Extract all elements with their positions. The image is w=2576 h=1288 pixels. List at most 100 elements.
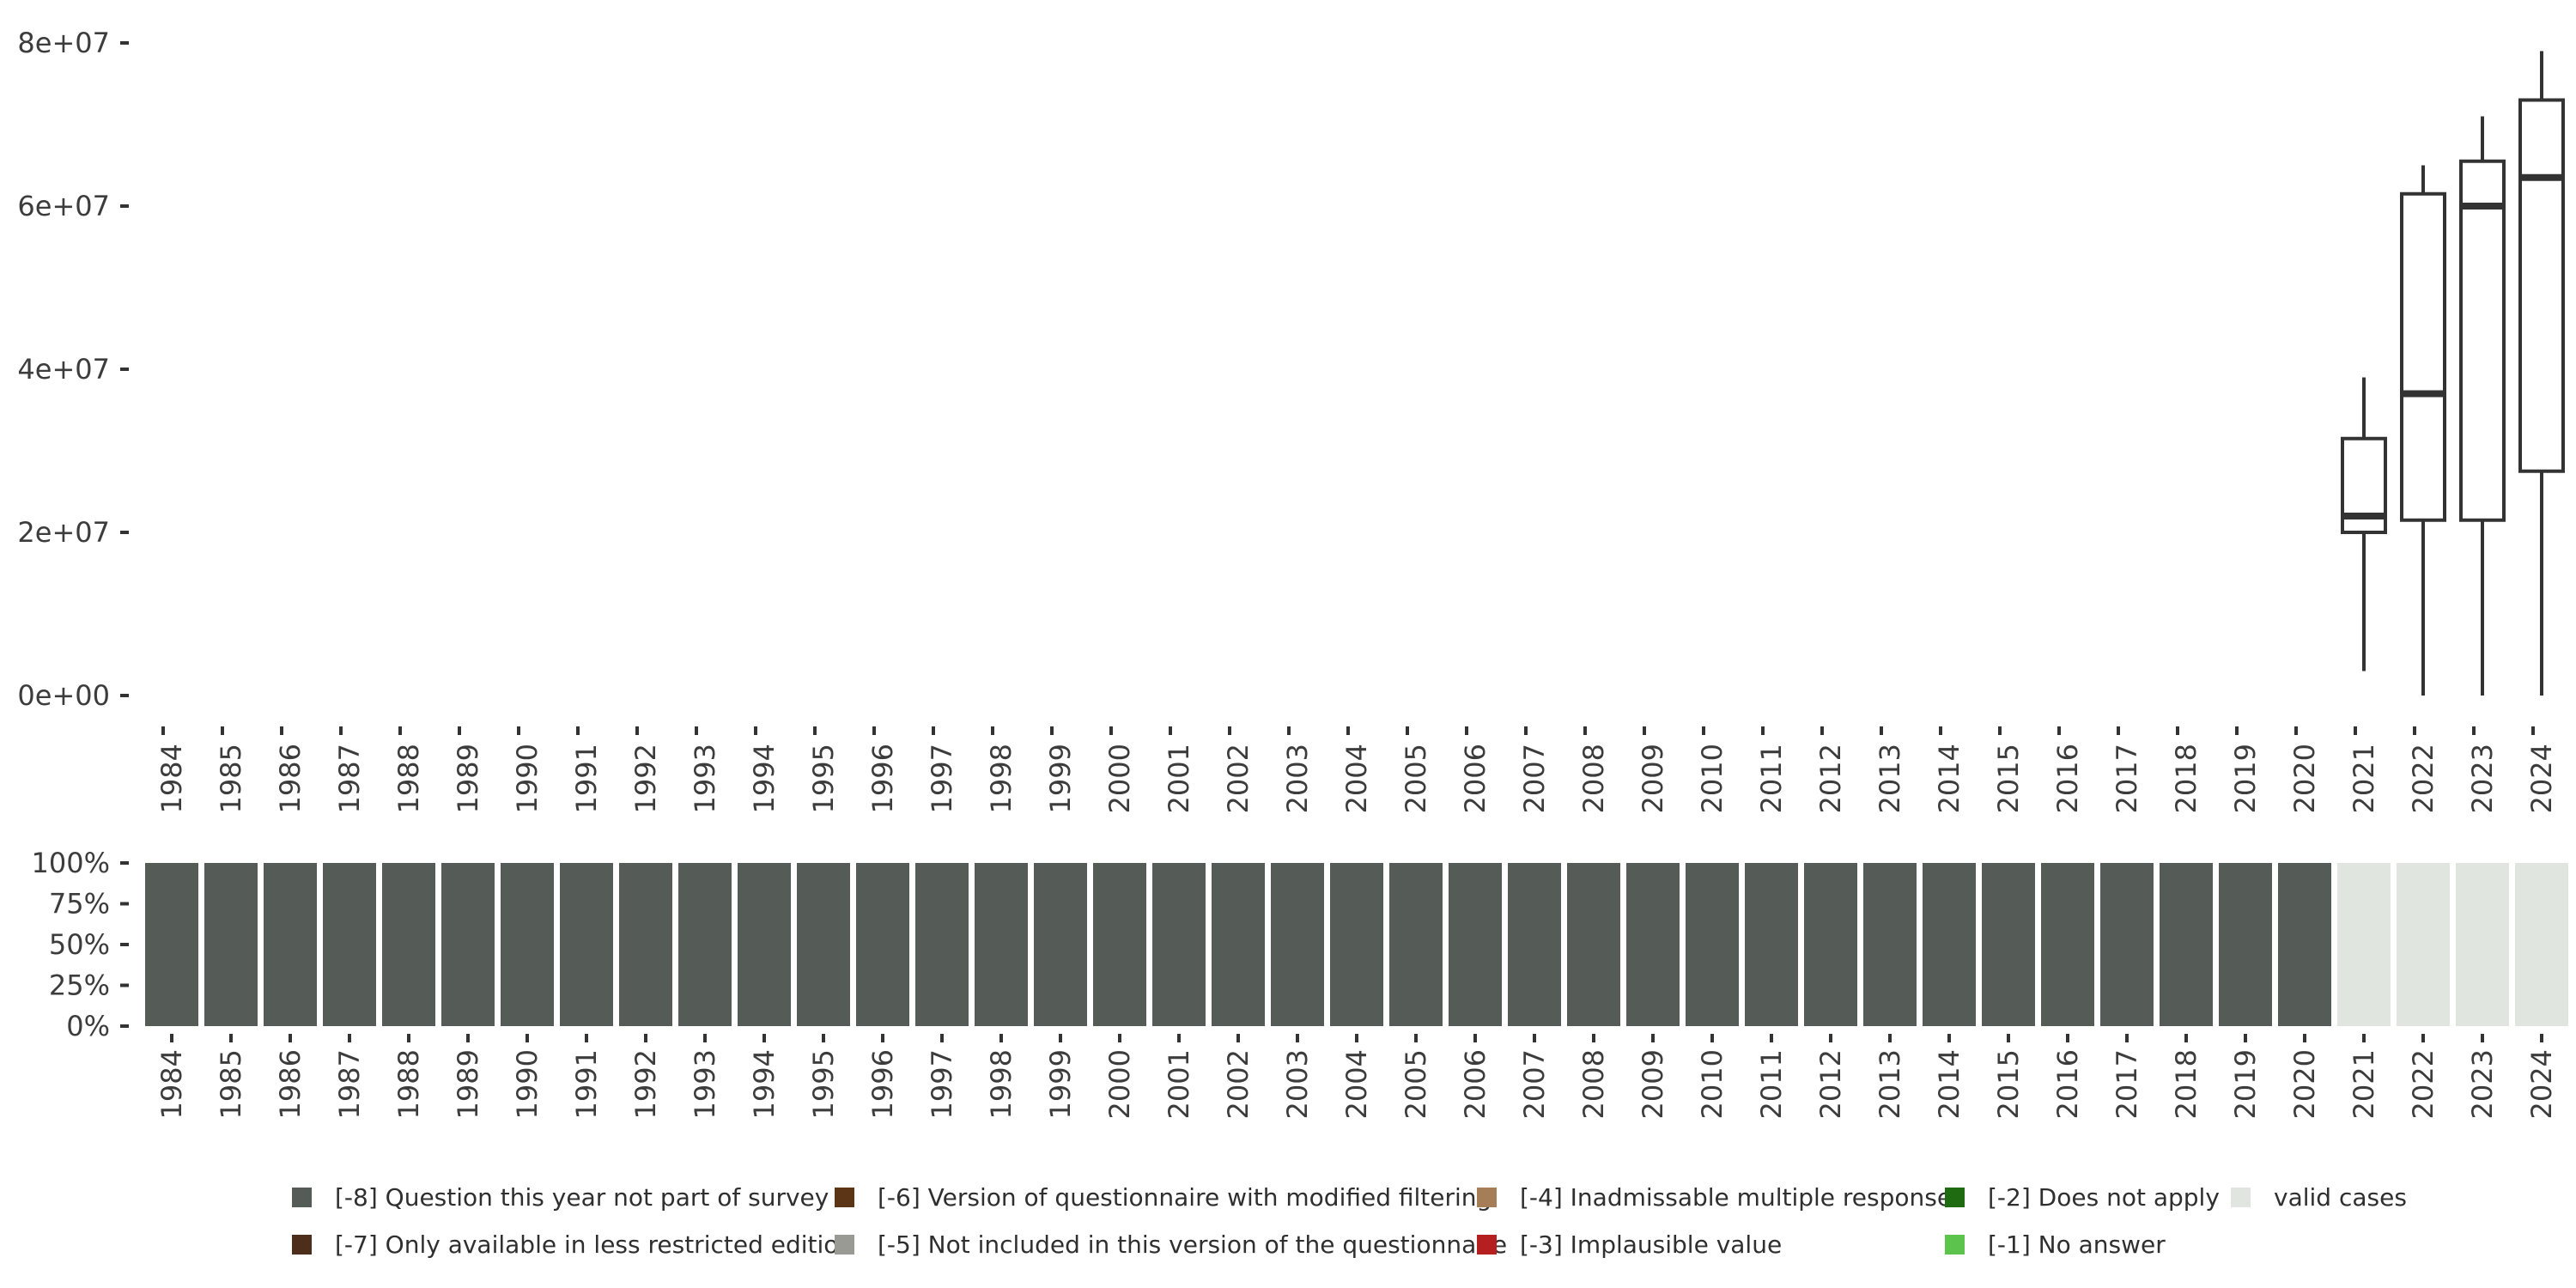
bar-segment bbox=[1271, 863, 1324, 1026]
box bbox=[2459, 159, 2506, 522]
bar-segment bbox=[1567, 863, 1620, 1026]
x-tick-label: 2020 bbox=[2288, 1049, 2321, 1119]
bar-segment bbox=[2219, 863, 2272, 1026]
x-tick-label: 2007 bbox=[1518, 744, 1551, 813]
x-tick-label: 2013 bbox=[1874, 744, 1906, 813]
bar-segment bbox=[2100, 863, 2154, 1026]
bar-segment bbox=[797, 863, 850, 1026]
bar-segment bbox=[2515, 863, 2568, 1026]
box bbox=[2400, 191, 2446, 522]
x-tick-label: 2024 bbox=[2525, 744, 2558, 813]
y-tick-label: 4e+07 bbox=[17, 353, 110, 386]
legend-swatch bbox=[1477, 1187, 1497, 1207]
legend-label: [-6] Version of questionnaire with modif… bbox=[878, 1182, 1492, 1212]
legend-swatch bbox=[292, 1187, 312, 1207]
x-tick-label: 2017 bbox=[2111, 1049, 2143, 1119]
x-tick-label: 2007 bbox=[1518, 1049, 1551, 1119]
bar-segment bbox=[1330, 863, 1383, 1026]
y-tick-label: 75% bbox=[49, 888, 110, 920]
x-tick-label: 2010 bbox=[1696, 744, 1728, 813]
bar-segment bbox=[1508, 863, 1561, 1026]
boxplot-panel: 0e+00 2e+07 4e+07 6e+07 8e+07 1984 1985 1986 198… bbox=[17, 27, 2565, 813]
x-tick-label: 1995 bbox=[807, 744, 840, 813]
x-tick-label: 2019 bbox=[2229, 1049, 2262, 1119]
x-tick-label: 1988 bbox=[392, 744, 425, 813]
bar-segment bbox=[145, 863, 198, 1026]
x-tick-label: 1996 bbox=[866, 744, 899, 813]
x-tick-label: 1994 bbox=[748, 744, 781, 813]
legend-item: [-5] Not included in this version of the… bbox=[835, 1225, 1507, 1263]
x-tick-label: 1997 bbox=[926, 744, 958, 813]
legend-swatch bbox=[835, 1234, 854, 1255]
x-tick-label: 2014 bbox=[1933, 744, 1965, 813]
x-tick-label: 2005 bbox=[1400, 744, 1432, 813]
legend-item: [-6] Version of questionnaire with modif… bbox=[835, 1178, 1492, 1216]
x-tick-label: 1990 bbox=[511, 1049, 544, 1119]
bar-segment bbox=[204, 863, 258, 1026]
legend-item: [-2] Does not apply bbox=[1945, 1178, 2220, 1216]
x-tick-label: 2014 bbox=[1933, 1049, 1965, 1119]
legend-swatch bbox=[292, 1234, 312, 1255]
x-tick-label: 1986 bbox=[274, 744, 307, 813]
legend-item: [-3] Implausible value bbox=[1477, 1225, 1782, 1263]
bar-segment bbox=[915, 863, 969, 1026]
bar-segment bbox=[2337, 863, 2391, 1026]
x-tick-label: 2024 bbox=[2525, 1049, 2558, 1119]
x-tick-label: 2005 bbox=[1400, 1049, 1432, 1119]
x-tick-label: 1992 bbox=[629, 744, 662, 813]
bar-segment bbox=[2160, 863, 2213, 1026]
x-tick-label: 1984 bbox=[155, 744, 188, 813]
x-tick-label: 2016 bbox=[2051, 1049, 2084, 1119]
legend-swatch bbox=[1477, 1234, 1497, 1255]
x-tick-label: 1989 bbox=[452, 744, 484, 813]
x-tick-label: 2020 bbox=[2288, 744, 2321, 813]
x-tick-label: 2003 bbox=[1281, 1049, 1314, 1119]
x-tick-label: 2008 bbox=[1577, 1049, 1610, 1119]
x-tick-label: 2022 bbox=[2407, 744, 2439, 813]
bar-segment bbox=[2041, 863, 2094, 1026]
bar-segment bbox=[1863, 863, 1917, 1026]
x-tick-label: 2022 bbox=[2407, 1049, 2439, 1119]
bar-segment bbox=[1923, 863, 1976, 1026]
x-tick-label: 2003 bbox=[1281, 744, 1314, 813]
x-tick-label: 1999 bbox=[1044, 1049, 1077, 1119]
x-tick-label: 2000 bbox=[1103, 1049, 1136, 1119]
x-tick-label: 2015 bbox=[1992, 744, 2025, 813]
bar-segment bbox=[1212, 863, 1265, 1026]
x-tick-label: 2012 bbox=[1814, 1049, 1847, 1119]
legend-swatch bbox=[1945, 1187, 1965, 1207]
legend-label: [-8] Question this year not part of surv… bbox=[335, 1182, 829, 1212]
x-tick-label: 2011 bbox=[1755, 744, 1788, 813]
x-tick-label: 2011 bbox=[1755, 1049, 1788, 1119]
bar-segment bbox=[323, 863, 376, 1026]
x-tick-label: 2000 bbox=[1103, 744, 1136, 813]
stacked-bar-panel: 0% 25% 50% 75% 100% 1984 1985 1986 1987 1988 1989 1… bbox=[32, 847, 2568, 1119]
x-tick-label: 1995 bbox=[807, 1049, 840, 1119]
bar-segment bbox=[2456, 863, 2509, 1026]
x-tick-label: 2009 bbox=[1637, 744, 1669, 813]
x-tick-label: 1998 bbox=[985, 744, 1018, 813]
x-tick-label: 1990 bbox=[511, 744, 544, 813]
bar-segment bbox=[560, 863, 613, 1026]
x-tick-label: 2004 bbox=[1340, 1049, 1373, 1119]
legend-item: [-4] Inadmissable multiple response bbox=[1477, 1178, 1952, 1216]
x-tick-label: 2023 bbox=[2466, 1049, 2499, 1119]
x-tick-label: 2001 bbox=[1163, 1049, 1195, 1119]
x-tick-label: 2010 bbox=[1696, 1049, 1728, 1119]
y-tick-label: 2e+07 bbox=[17, 516, 110, 549]
legend-label: [-5] Not included in this version of the… bbox=[878, 1230, 1508, 1259]
y-tick-label: 8e+07 bbox=[17, 27, 110, 59]
y-tick-label: 100% bbox=[32, 847, 110, 879]
x-tick-label: 2017 bbox=[2111, 744, 2143, 813]
legend-item: [-8] Question this year not part of surv… bbox=[292, 1178, 829, 1216]
bar-segment bbox=[1034, 863, 1087, 1026]
x-tick-label: 2021 bbox=[2348, 1049, 2380, 1119]
y-tick-label: 0% bbox=[66, 1010, 110, 1042]
legend-label: [-2] Does not apply bbox=[1988, 1182, 2220, 1212]
x-tick-label: 2018 bbox=[2170, 744, 2202, 813]
bar-segment bbox=[1745, 863, 1798, 1026]
legend-item: [-7] Only available in less restricted e… bbox=[292, 1225, 854, 1263]
bar-segment bbox=[1449, 863, 1502, 1026]
x-tick-label: 1998 bbox=[985, 1049, 1018, 1119]
bar-segment bbox=[1093, 863, 1146, 1026]
